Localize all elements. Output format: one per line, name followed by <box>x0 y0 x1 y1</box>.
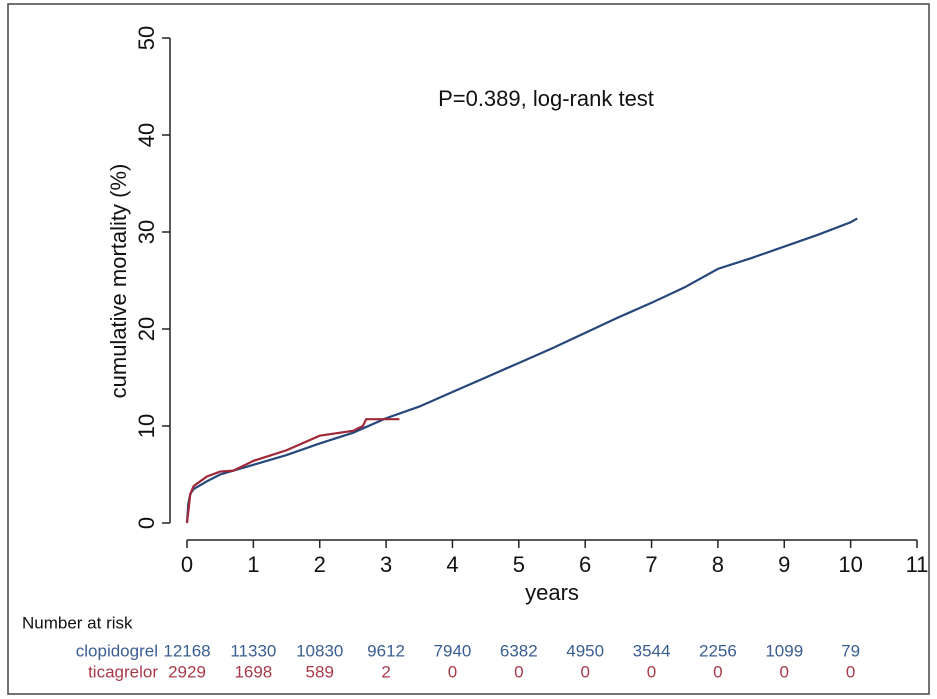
risk-value: 0 <box>514 662 523 681</box>
risk-value: 1099 <box>765 641 803 660</box>
y-tick-label: 20 <box>134 317 159 341</box>
x-tick-label: 5 <box>513 552 525 577</box>
risk-value: 0 <box>846 662 855 681</box>
x-axis-label: years <box>525 580 579 605</box>
y-tick-label: 0 <box>134 517 159 529</box>
frame <box>7 3 930 695</box>
risk-table-title: Number at risk <box>22 613 133 632</box>
risk-value: 3544 <box>633 641 671 660</box>
y-tick-label: 10 <box>134 414 159 438</box>
risk-value: 79 <box>841 641 860 660</box>
annotation: P=0.389, log-rank test <box>438 86 654 111</box>
risk-value: 0 <box>580 662 589 681</box>
y-axis-label: cumulative mortality (%) <box>106 164 131 399</box>
risk-value: 4950 <box>566 641 604 660</box>
risk-value: 0 <box>780 662 789 681</box>
x-tick-label: 6 <box>579 552 591 577</box>
y-tick-label: 40 <box>134 123 159 147</box>
risk-value: 589 <box>306 662 334 681</box>
risk-value: 2256 <box>699 641 737 660</box>
risk-value: 10830 <box>296 641 343 660</box>
series-line <box>185 217 858 524</box>
risk-row-name: clopidogrel <box>76 641 158 660</box>
x-tick-label: 7 <box>645 552 657 577</box>
risk-value: 1698 <box>234 662 272 681</box>
risk-value: 9612 <box>367 641 405 660</box>
x-tick-label: 3 <box>380 552 392 577</box>
risk-value: 2929 <box>168 662 206 681</box>
risk-value: 12168 <box>163 641 210 660</box>
risk-value: 2 <box>381 662 390 681</box>
risk-value: 0 <box>448 662 457 681</box>
x-tick-label: 8 <box>712 552 724 577</box>
series-line <box>185 418 400 524</box>
y-tick-label: 30 <box>134 220 159 244</box>
x-tick-label: 2 <box>314 552 326 577</box>
risk-value: 0 <box>647 662 656 681</box>
risk-value: 7940 <box>434 641 472 660</box>
x-tick-label: 11 <box>906 552 929 577</box>
risk-value: 0 <box>713 662 722 681</box>
x-tick-label: 4 <box>446 552 458 577</box>
risk-value: 6382 <box>500 641 538 660</box>
risk-value: 11330 <box>230 641 276 660</box>
x-tick-label: 1 <box>247 552 259 577</box>
x-tick-label: 10 <box>838 552 862 577</box>
x-tick-label: 9 <box>778 552 790 577</box>
risk-row-name: ticagrelor <box>88 662 158 681</box>
y-tick-label: 50 <box>134 26 159 50</box>
x-tick-label: 0 <box>181 552 193 577</box>
